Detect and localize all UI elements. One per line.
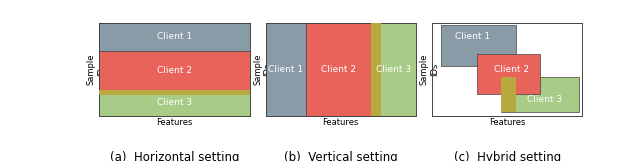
Text: Client 2: Client 2 bbox=[494, 66, 529, 75]
Text: (a)  Horizontal setting: (a) Horizontal setting bbox=[109, 151, 239, 161]
Text: Client 1: Client 1 bbox=[455, 32, 490, 41]
Y-axis label: Sample
IDs: Sample IDs bbox=[87, 53, 106, 85]
Text: Client 2: Client 2 bbox=[157, 66, 192, 75]
Y-axis label: Sample
IDs: Sample IDs bbox=[420, 53, 439, 85]
Y-axis label: Sample
IDs: Sample IDs bbox=[253, 53, 273, 85]
Bar bbox=[371, 23, 416, 116]
Bar bbox=[99, 23, 250, 51]
X-axis label: Features: Features bbox=[489, 118, 525, 127]
Text: Client 3: Client 3 bbox=[527, 95, 562, 104]
Text: Client 3: Client 3 bbox=[157, 98, 192, 107]
Bar bbox=[99, 90, 250, 116]
Bar bbox=[99, 90, 250, 95]
X-axis label: Features: Features bbox=[156, 118, 193, 127]
Bar bbox=[477, 54, 540, 94]
Text: (b)  Vertical setting: (b) Vertical setting bbox=[284, 151, 397, 161]
Bar bbox=[501, 77, 516, 112]
Text: (c)  Hybrid setting: (c) Hybrid setting bbox=[454, 151, 561, 161]
Bar bbox=[99, 51, 250, 91]
Bar bbox=[441, 25, 516, 66]
Text: Client 1: Client 1 bbox=[157, 32, 192, 41]
Bar bbox=[266, 23, 306, 116]
Text: Client 1: Client 1 bbox=[268, 65, 303, 74]
Bar bbox=[501, 77, 579, 112]
X-axis label: Features: Features bbox=[323, 118, 359, 127]
Bar bbox=[371, 23, 381, 116]
Bar bbox=[306, 23, 371, 116]
Text: Client 3: Client 3 bbox=[376, 65, 411, 74]
Text: Client 2: Client 2 bbox=[321, 65, 356, 74]
